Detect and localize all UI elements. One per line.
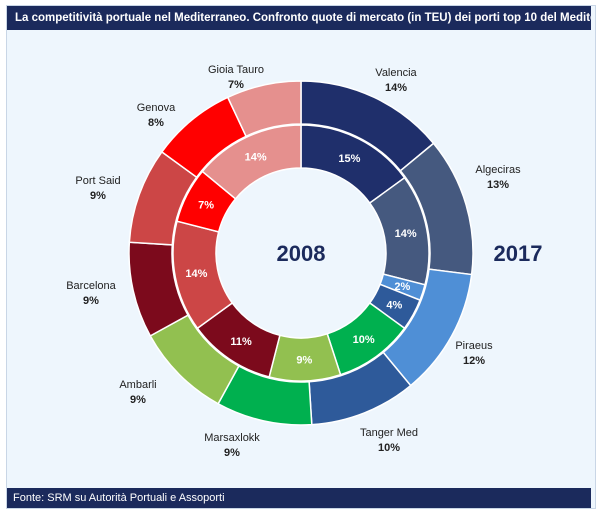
data-label-2017: 9%	[83, 295, 99, 307]
category-label: Ambarli	[119, 379, 156, 391]
data-label-2017: 14%	[385, 82, 407, 94]
category-label: Port Said	[75, 175, 120, 187]
donut-chart: 15% 14% 2% 4% 10% 9% 11% 14% 7% 14% Valencia 14% Alg…	[66, 64, 543, 459]
data-label-2017: 7%	[228, 79, 244, 91]
slice-2008-gioia-tauro	[201, 124, 302, 200]
data-label-2008: 11%	[230, 336, 252, 348]
category-label: Piraeus	[455, 340, 493, 352]
data-label-2017: 13%	[487, 179, 509, 191]
data-label-2008: 10%	[353, 334, 375, 346]
series-label-2008: 2008	[277, 241, 326, 266]
data-label-2017: 9%	[224, 447, 240, 459]
data-label-2008: 9%	[296, 354, 312, 366]
category-label: Valencia	[375, 67, 417, 79]
data-label-2008: 15%	[338, 153, 360, 165]
data-label-2008: 14%	[185, 268, 207, 280]
chart-frame: La competitività portuale nel Mediterran…	[6, 5, 596, 509]
slice-2017-gioia-tauro	[226, 80, 302, 138]
source-footer: Fonte: SRM su Autorità Portuali e Assopo…	[7, 488, 591, 508]
data-label-2017: 8%	[148, 117, 164, 129]
category-label: Marsaxlokk	[204, 432, 260, 444]
data-label-2017: 9%	[90, 190, 106, 202]
category-label: Barcelona	[66, 280, 116, 292]
chart-title: La competitività portuale nel Mediterran…	[7, 6, 591, 30]
category-label: Tanger Med	[360, 427, 418, 439]
category-label: Gioia Tauro	[208, 64, 264, 76]
category-label: Genova	[137, 102, 176, 114]
data-label-2017: 10%	[378, 442, 400, 454]
data-label-2008: 14%	[395, 228, 417, 240]
data-label-2008: 14%	[245, 152, 267, 164]
data-label-2008: 7%	[198, 200, 214, 212]
category-label: Algeciras	[475, 164, 521, 176]
series-label-2017: 2017	[494, 241, 543, 266]
data-label-2017: 9%	[130, 394, 146, 406]
data-label-2008: 2%	[394, 281, 410, 293]
data-label-2017: 12%	[463, 355, 485, 367]
data-label-2008: 4%	[386, 299, 402, 311]
